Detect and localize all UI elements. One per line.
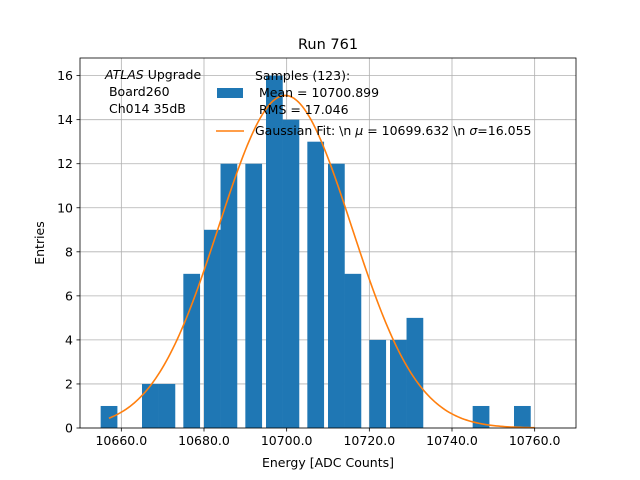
- gaussian-fit-line: [108, 94, 535, 429]
- histogram-bar: [328, 163, 345, 428]
- annotation-line-1: ATLAS Upgrade: [104, 67, 201, 82]
- legend: Samples (123): Mean = 10700.899 RMS = 17…: [216, 68, 532, 138]
- chart-title: Run 761: [298, 37, 358, 53]
- histogram-bar: [307, 141, 325, 428]
- y-axis-ticks: 0 2 4 6 8 10 12 14 16: [57, 68, 80, 436]
- x-tick-label: 10740.0: [426, 433, 478, 448]
- legend-histogram-line-2: Mean = 10700.899: [255, 85, 379, 100]
- histogram-bar: [204, 229, 221, 428]
- histogram-bar: [100, 405, 118, 428]
- x-axis-label: Energy [ADC Counts]: [262, 455, 394, 470]
- histogram-bar: [369, 339, 387, 428]
- histogram-bar: [282, 119, 300, 429]
- legend-fit-mu: μ: [354, 123, 363, 138]
- y-tick-label: 14: [57, 112, 73, 127]
- histogram-bar: [266, 75, 283, 428]
- histogram-bar: [183, 273, 201, 428]
- legend-fit-suffix: =16.055: [477, 123, 531, 138]
- legend-histogram-line-3: RMS = 17.046: [255, 102, 349, 117]
- histogram-bar: [344, 273, 362, 428]
- annotation-line-3: Ch014 35dB: [105, 101, 186, 116]
- plot-frame: [79, 57, 577, 429]
- x-tick-label: 10680.0: [178, 433, 230, 448]
- y-tick-label: 0: [65, 421, 73, 436]
- histogram-bar: [245, 163, 263, 428]
- gaussian-fit-curve: [108, 94, 535, 429]
- y-tick-label: 16: [57, 68, 73, 83]
- annotation-upgrade-text: Upgrade: [144, 67, 202, 82]
- histogram-bar: [406, 317, 424, 428]
- y-tick-label: 8: [65, 244, 73, 259]
- x-tick-label: 10760.0: [509, 433, 561, 448]
- legend-histogram-line-1: Samples (123):: [255, 68, 350, 83]
- y-tick-label: 12: [57, 156, 73, 171]
- histogram-bar: [142, 383, 159, 428]
- y-axis-label: Entries: [32, 221, 47, 265]
- legend-fit-sigma: σ: [469, 123, 478, 138]
- histogram-bars: [100, 75, 531, 429]
- legend-fit-label: Gaussian Fit: \n μ = 10699.632 \n σ=16.0…: [255, 123, 532, 138]
- y-tick-label: 6: [65, 288, 73, 303]
- histogram-bar: [220, 163, 238, 428]
- x-tick-label: 10660.0: [95, 433, 147, 448]
- x-tick-label: 10720.0: [343, 433, 395, 448]
- annotation-line-2: Board260: [105, 84, 170, 99]
- atlas-annotation: ATLAS Upgrade Board260 Ch014 35dB: [104, 67, 201, 116]
- histogram-bar: [158, 383, 176, 428]
- y-tick-label: 4: [65, 332, 73, 347]
- annotation-atlas-italic: ATLAS: [104, 67, 144, 82]
- x-axis-ticks: 10660.0 10680.0 10700.0 10720.0 10740.0 10760…: [95, 428, 561, 448]
- legend-histogram-swatch: [217, 88, 243, 98]
- x-tick-label: 10700.0: [261, 433, 313, 448]
- histogram-bar: [390, 339, 407, 428]
- y-tick-label: 2: [65, 376, 73, 391]
- legend-fit-mid: = 10699.632 \n: [363, 123, 469, 138]
- y-tick-label: 10: [57, 200, 73, 215]
- histogram-bar: [514, 405, 531, 428]
- legend-fit-prefix: Gaussian Fit: \n: [255, 123, 355, 138]
